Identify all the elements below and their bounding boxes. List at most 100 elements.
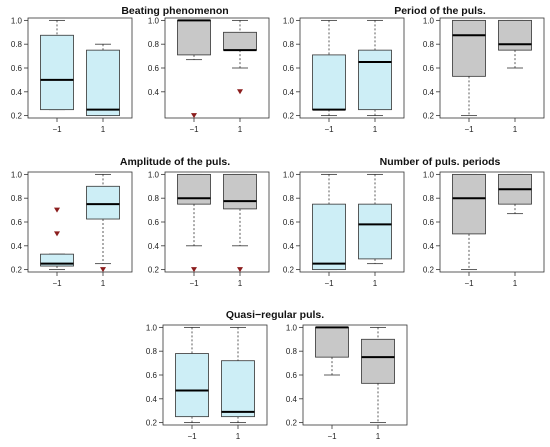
outlier-point	[237, 267, 243, 273]
box-body	[452, 19, 486, 77]
x-tick-label: 1	[236, 432, 241, 441]
boxplot-panel: 0.2 0.4 0.6 0.8 1.0 −1 1	[283, 170, 405, 288]
chart-group: Number of puls. periods 0.2 0.4 0.6 0.8 1.0 −1…	[283, 156, 545, 288]
y-tick-label: 0.4	[11, 88, 23, 97]
x-tick-label: 1	[238, 279, 243, 288]
y-tick-label: 0.8	[423, 194, 435, 203]
y-tick-label: 0.6	[286, 371, 298, 380]
box: 1	[361, 326, 395, 441]
box-body	[40, 253, 74, 267]
y-tick-label: 0.4	[283, 88, 295, 97]
y-tick-label: 0.2	[11, 266, 23, 275]
box-body	[86, 185, 120, 220]
y-tick-label: 0.6	[148, 218, 160, 227]
y-tick-label: 0.6	[423, 218, 435, 227]
y-tick-label: 0.8	[423, 40, 435, 49]
boxplot-panel: 0.2 0.4 0.6 0.8 1.0 −1 1	[423, 16, 545, 134]
y-tick-label: 0.8	[148, 40, 160, 49]
boxplot-panel: 0.2 0.4 0.6 0.8 1.0 −1 1	[11, 16, 133, 134]
chart-title: Beating phenomenon	[121, 5, 228, 17]
y-tick-label: 0.4	[146, 395, 158, 404]
boxplot-panel: 0.2 0.4 0.6 0.8 1.0 −1 1	[283, 16, 405, 134]
y-tick-label: 0.6	[423, 64, 435, 73]
box: 1	[221, 326, 255, 441]
y-tick-label: 1.0	[148, 170, 160, 179]
y-tick-label: 0.4	[286, 395, 298, 404]
outlier-point	[191, 267, 197, 273]
y-tick-label: 1.0	[146, 323, 158, 332]
box-body	[177, 19, 211, 56]
box: −1	[175, 326, 209, 441]
y-tick-label: 0.4	[283, 242, 295, 251]
x-tick-label: −1	[464, 279, 474, 288]
boxplot-panel: 0.4 0.6 0.8 1.0 −1 1	[148, 16, 270, 134]
box: 1	[358, 173, 392, 288]
x-tick-label: −1	[324, 125, 334, 134]
x-tick-label: 1	[373, 279, 378, 288]
y-tick-label: 0.2	[11, 112, 23, 121]
x-tick-label: 1	[513, 279, 518, 288]
outlier-point	[54, 207, 60, 213]
y-tick-label: 0.2	[148, 266, 160, 275]
chart-title: Amplitude of the puls.	[120, 156, 230, 168]
y-tick-label: 1.0	[11, 16, 23, 25]
box: −1	[312, 19, 346, 134]
box: −1	[312, 173, 346, 288]
y-tick-label: 0.4	[423, 242, 435, 251]
y-tick-label: 0.2	[283, 266, 295, 275]
box: 1	[223, 173, 257, 288]
chart-title: Quasi−regular puls.	[226, 309, 324, 321]
x-tick-label: −1	[52, 279, 62, 288]
x-tick-label: −1	[189, 125, 199, 134]
box: −1	[177, 173, 211, 288]
x-tick-label: −1	[324, 279, 334, 288]
y-tick-label: 0.4	[148, 88, 160, 97]
outlier-point	[54, 231, 60, 237]
y-tick-label: 0.6	[146, 371, 158, 380]
x-tick-label: −1	[52, 125, 62, 134]
y-tick-label: 0.4	[423, 88, 435, 97]
box-body	[315, 326, 349, 358]
x-tick-label: 1	[101, 279, 106, 288]
y-tick-label: 0.2	[423, 266, 435, 275]
y-tick-label: 0.8	[11, 40, 23, 49]
y-tick-label: 0.2	[146, 419, 158, 428]
x-tick-label: −1	[464, 125, 474, 134]
y-tick-label: 0.2	[283, 112, 295, 121]
y-tick-label: 0.8	[148, 194, 160, 203]
boxplot-panel: 0.2 0.4 0.6 0.8 1.0 −1 1	[11, 170, 133, 288]
chart-group: Amplitude of the puls. 0.2 0.4 0.6 0.8 1.0 −1 1…	[11, 156, 270, 288]
box-body	[175, 353, 209, 418]
y-tick-label: 0.2	[286, 419, 298, 428]
x-tick-label: −1	[189, 279, 199, 288]
box-body	[452, 173, 486, 235]
y-tick-label: 0.4	[11, 242, 23, 251]
boxplot-panel: 0.2 0.4 0.6 0.8 1.0 −1 1	[148, 170, 270, 288]
box-body	[312, 54, 346, 111]
box: 1	[223, 19, 257, 134]
x-tick-label: −1	[327, 432, 337, 441]
y-tick-label: 1.0	[283, 170, 295, 179]
x-tick-label: −1	[187, 432, 197, 441]
box-body	[221, 360, 255, 418]
outlier-point	[191, 113, 197, 119]
y-tick-label: 0.6	[283, 218, 295, 227]
y-tick-label: 0.2	[423, 112, 435, 121]
y-tick-label: 1.0	[11, 170, 23, 179]
chart-group: Period of the puls.0.20.40.60.81.0−1 10.2…	[283, 5, 545, 134]
box: −1	[40, 19, 74, 134]
y-tick-label: 0.8	[283, 194, 295, 203]
y-tick-label: 1.0	[423, 16, 435, 25]
outlier-point	[100, 267, 106, 273]
box: 1	[498, 173, 532, 288]
chart-title: Number of puls. periods	[380, 156, 501, 168]
box: −1	[177, 19, 211, 134]
y-tick-label: 0.6	[11, 218, 23, 227]
x-tick-label: 1	[513, 125, 518, 134]
box-body	[223, 173, 257, 210]
box-body	[358, 203, 392, 260]
box-body	[498, 19, 532, 51]
box-body	[86, 49, 120, 117]
box-body	[358, 49, 392, 111]
